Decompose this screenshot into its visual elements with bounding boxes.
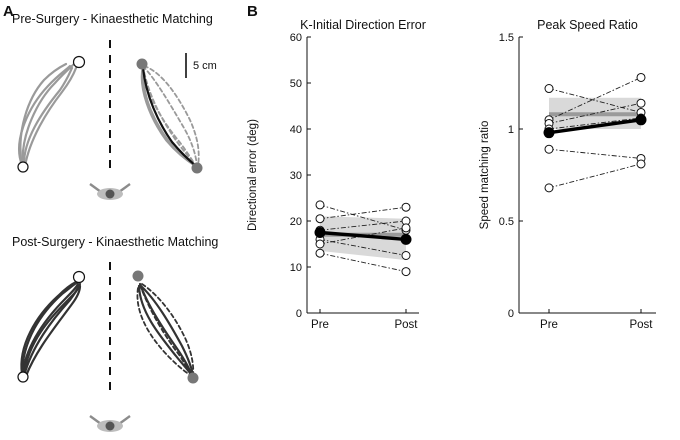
pre-eye-icon <box>89 183 131 200</box>
subject-point-5-pre <box>315 239 325 249</box>
mean-point-pre <box>314 227 326 238</box>
chart-title: K-Initial Direction Error <box>300 18 426 32</box>
subject-point-6-post <box>401 267 411 277</box>
y-tick-label: 40 <box>290 124 302 136</box>
y-tick-label: 50 <box>290 78 302 90</box>
confidence-band <box>320 216 406 261</box>
chart-direction-error: K-Initial Direction Error 0 10 20 30 40 50 60 Pr… <box>247 18 426 331</box>
y-tick-label: 0 <box>296 308 302 320</box>
subject-point-1-pre <box>544 84 554 94</box>
post-left-target-marker <box>72 270 86 284</box>
post-left-start-marker <box>17 371 29 383</box>
subject-point-1-pre <box>315 200 325 210</box>
y-tick-label: 0.5 <box>499 216 514 228</box>
y-tick-label: 30 <box>290 170 302 182</box>
pre-left-start-marker <box>17 161 29 173</box>
y-tick-label: 60 <box>290 32 302 44</box>
subject-point-2-post <box>401 202 411 212</box>
pre-right-end-marker <box>191 162 203 174</box>
panel-b-letter: B <box>247 3 258 20</box>
pre-right-start-marker <box>136 58 148 70</box>
mean-line <box>548 118 642 135</box>
post-eye-icon <box>89 415 131 432</box>
pre-right-traces <box>140 64 200 168</box>
mean-point-pre <box>543 127 555 139</box>
subject-line-2 <box>319 206 407 220</box>
subject-line-6 <box>548 163 642 189</box>
subject-line-1 <box>319 204 407 231</box>
subject-line-4 <box>548 117 642 130</box>
pre-surgery-title: Pre-Surgery - Kinaesthetic Matching <box>12 12 213 26</box>
x-tick-label-post: Post <box>394 319 418 331</box>
subject-point-6-pre <box>544 183 554 193</box>
mean-line <box>319 230 407 242</box>
post-right-end-marker <box>187 372 199 384</box>
y-tick-label: 1 <box>508 124 514 136</box>
post-right-traces <box>136 282 195 378</box>
y-axis-label: Directional error (deg) <box>247 119 259 231</box>
x-tick-label-post: Post <box>629 319 653 331</box>
pre-left-traces <box>18 62 78 168</box>
x-tick-label-pre: Pre <box>311 319 329 331</box>
y-axis-label: Speed matching ratio <box>479 121 491 230</box>
subject-point-2-pre <box>315 214 325 224</box>
post-right-start-marker <box>132 270 144 282</box>
subject-line-6 <box>319 252 407 273</box>
subject-point-5-pre <box>544 144 554 154</box>
panel-a-letter: A <box>3 3 14 20</box>
scale-label: 5 cm <box>193 60 217 72</box>
mean-point-post <box>635 114 647 126</box>
subject-line-4 <box>319 238 407 256</box>
pre-left-target-marker <box>72 55 86 69</box>
x-tick-label-pre: Pre <box>540 319 558 331</box>
chart-peak-speed: Peak Speed Ratio 0 0.5 1 1.5 Pre Post Speed mat… <box>479 18 656 331</box>
subject-point-2-post <box>636 72 646 82</box>
subject-line-2 <box>548 77 642 121</box>
y-tick-label: 10 <box>290 262 302 274</box>
subject-point-6-post <box>636 159 646 169</box>
subject-point-4-post <box>401 251 411 260</box>
subject-line-5 <box>548 148 642 159</box>
y-tick-label: 20 <box>290 216 302 228</box>
chart-title: Peak Speed Ratio <box>537 18 638 32</box>
subject-line-3 <box>319 220 407 231</box>
subject-point-5-post <box>401 223 411 233</box>
y-tick-label: 0 <box>508 308 514 320</box>
subject-point-3-post <box>636 98 646 108</box>
subject-point-6-pre <box>315 248 325 258</box>
post-surgery-title: Post-Surgery - Kinaesthetic Matching <box>12 235 218 249</box>
y-tick-label: 1.5 <box>499 32 514 44</box>
mean-point-post <box>400 233 412 245</box>
post-left-traces <box>20 280 82 378</box>
panel-a: A Pre-Surgery - Kinaesthetic Matching Po… <box>3 3 218 432</box>
